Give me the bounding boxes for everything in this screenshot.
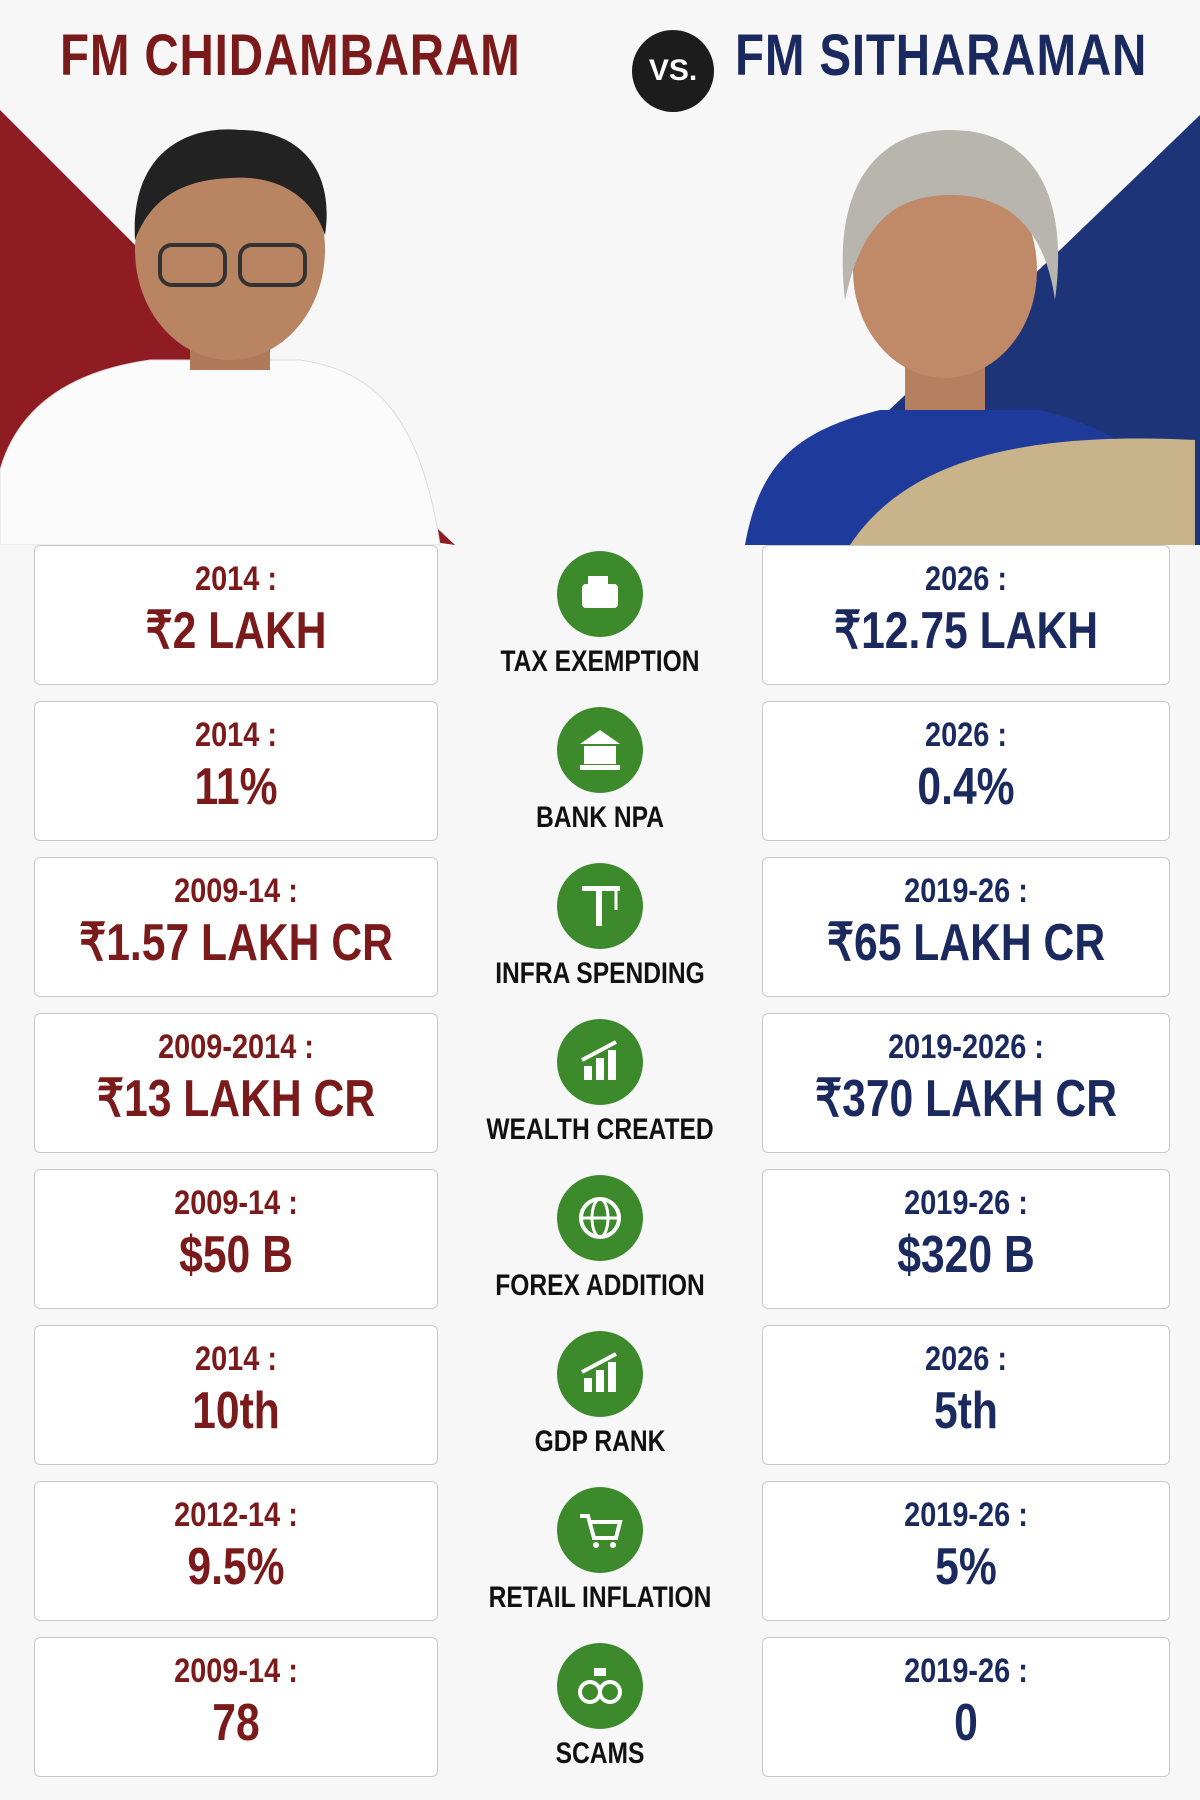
right-card: 2026 : 5th xyxy=(762,1325,1170,1465)
right-period: 2019-26 : xyxy=(904,1652,1028,1690)
left-card: 2009-14 : ₹1.57 LAKH CR xyxy=(34,857,438,997)
left-value: 10th xyxy=(192,1382,280,1440)
right-value: $320 B xyxy=(897,1226,1035,1284)
metric-icon xyxy=(557,1331,643,1417)
right-value: ₹65 LAKH CR xyxy=(826,914,1106,972)
metric-label: TAX EXEMPTION xyxy=(500,645,700,678)
left-period: 2012-14 : xyxy=(174,1496,298,1534)
right-period: 2019-2026 : xyxy=(888,1028,1044,1066)
metric-icon xyxy=(557,1175,643,1261)
right-value: 5th xyxy=(934,1382,998,1440)
metric-label: WEALTH CREATED xyxy=(486,1113,714,1146)
right-value: 0 xyxy=(954,1694,978,1752)
right-period: 2019-26 : xyxy=(904,1496,1028,1534)
left-period: 2009-2014 : xyxy=(158,1028,314,1066)
metric-icon xyxy=(557,863,643,949)
right-portrait xyxy=(745,130,1195,545)
metric-label: BANK NPA xyxy=(535,801,664,834)
right-card: 2019-26 : 0 xyxy=(762,1637,1170,1777)
vs-badge: VS. xyxy=(632,30,714,112)
left-value: 11% xyxy=(194,758,278,816)
right-card: 2026 : 0.4% xyxy=(762,701,1170,841)
right-period: 2026 : xyxy=(925,560,1007,598)
left-title: FM CHIDAMBARAM xyxy=(60,23,521,88)
metric-icon xyxy=(557,707,643,793)
left-value: ₹1.57 LAKH CR xyxy=(79,914,393,972)
left-card: 2009-14 : $50 B xyxy=(34,1169,438,1309)
metric-label: FOREX ADDITION xyxy=(495,1269,705,1302)
left-value: 9.5% xyxy=(187,1538,285,1596)
right-period: 2026 : xyxy=(925,716,1007,754)
left-card: 2014 : 10th xyxy=(34,1325,438,1465)
right-card: 2019-26 : $320 B xyxy=(762,1169,1170,1309)
left-portrait xyxy=(0,129,441,545)
left-period: 2014 : xyxy=(195,1340,277,1378)
metric-icon xyxy=(557,1019,643,1105)
metric-icon xyxy=(557,1643,643,1729)
right-value: ₹370 LAKH CR xyxy=(815,1070,1117,1128)
right-value: ₹12.75 LAKH xyxy=(833,602,1099,660)
right-card: 2019-26 : 5% xyxy=(762,1481,1170,1621)
left-period: 2009-14 : xyxy=(174,872,298,910)
right-title: FM SITHARAMAN xyxy=(735,23,1148,88)
left-period: 2014 : xyxy=(195,716,277,754)
metric-icon xyxy=(557,1487,643,1573)
left-period: 2014 : xyxy=(195,560,277,598)
left-period: 2009-14 : xyxy=(174,1184,298,1222)
left-value: $50 B xyxy=(179,1226,293,1284)
metric-label: INFRA SPENDING xyxy=(495,957,705,990)
left-card: 2009-14 : 78 xyxy=(34,1637,438,1777)
left-card: 2009-2014 : ₹13 LAKH CR xyxy=(34,1013,438,1153)
right-value: 0.4% xyxy=(917,758,1015,816)
left-period: 2009-14 : xyxy=(174,1652,298,1690)
left-card: 2014 : 11% xyxy=(34,701,438,841)
left-card: 2014 : ₹2 LAKH xyxy=(34,545,438,685)
metric-label: SCAMS xyxy=(555,1737,645,1770)
right-card: 2019-26 : ₹65 LAKH CR xyxy=(762,857,1170,997)
left-value: ₹2 LAKH xyxy=(145,602,327,660)
hero xyxy=(0,110,1200,545)
right-card: 2026 : ₹12.75 LAKH xyxy=(762,545,1170,685)
left-value: 78 xyxy=(212,1694,260,1752)
metric-icon xyxy=(557,551,643,637)
left-card: 2012-14 : 9.5% xyxy=(34,1481,438,1621)
right-period: 2019-26 : xyxy=(904,1184,1028,1222)
right-card: 2019-2026 : ₹370 LAKH CR xyxy=(762,1013,1170,1153)
metric-label: GDP RANK xyxy=(534,1425,666,1458)
left-value: ₹13 LAKH CR xyxy=(96,1070,376,1128)
right-value: 5% xyxy=(935,1538,997,1596)
right-period: 2019-26 : xyxy=(904,872,1028,910)
metric-label: RETAIL INFLATION xyxy=(488,1581,712,1614)
right-period: 2026 : xyxy=(925,1340,1007,1378)
